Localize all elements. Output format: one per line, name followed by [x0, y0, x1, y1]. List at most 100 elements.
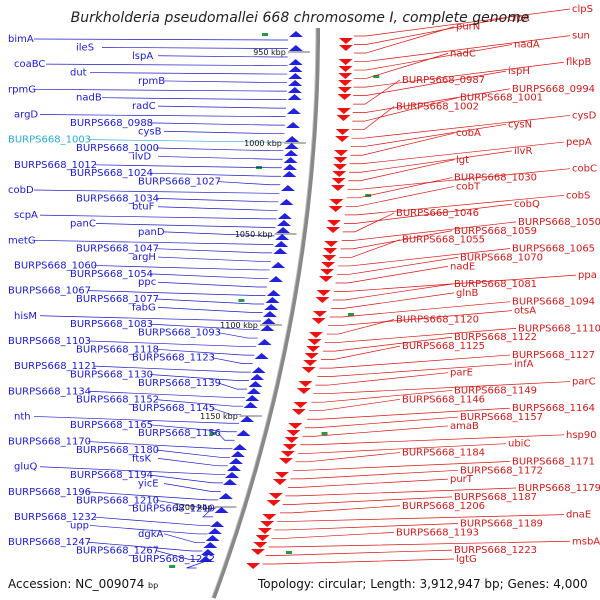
gene-label-BURPS668_1055[interactable]: BURPS668_1055 [402, 235, 485, 246]
gene-label-BURPS668_1179[interactable]: BURPS668_1179 [518, 483, 600, 494]
gene-label-cobD[interactable]: cobD [8, 185, 34, 196]
gene-label-BURPS668_1083[interactable]: BURPS668_1083 [70, 319, 153, 330]
gene-label-rpmG[interactable]: rpmG [8, 84, 36, 95]
gene-label-cobT[interactable]: cobT [456, 181, 481, 192]
gene-label-ispH[interactable]: ispH [508, 66, 530, 77]
gene-label-BURPS668_1067[interactable]: BURPS668_1067 [8, 286, 91, 297]
gene-label-BURPS668_1054[interactable]: BURPS668_1054 [70, 269, 153, 280]
gene-label-lgtG[interactable]: lgtG [456, 554, 477, 565]
gene-label-BURPS668_1247[interactable]: BURPS668_1247 [8, 537, 91, 548]
gene-label-BURPS668_1127[interactable]: BURPS668_1127 [512, 350, 595, 361]
gene-label-ubiC[interactable]: ubiC [508, 439, 530, 450]
gene-label-parE[interactable]: parE [450, 368, 473, 379]
gene-label-BURPS668_1024[interactable]: BURPS668_1024 [70, 168, 153, 179]
gene-label-ileS[interactable]: ileS [76, 42, 94, 53]
gene-label-nth[interactable]: nth [14, 411, 31, 422]
gene-label-BURPS668_1193[interactable]: BURPS668_1193 [396, 527, 479, 538]
gene-label-BURPS668_1012[interactable]: BURPS668_1012 [14, 160, 97, 171]
gene-label-upp[interactable]: upp [70, 520, 89, 531]
gene-label-BURPS668_1123[interactable]: BURPS668_1123 [132, 353, 215, 364]
gene-label-BURPS668_1103[interactable]: BURPS668_1103 [8, 336, 91, 347]
gene-label-nadB[interactable]: nadB [76, 93, 102, 104]
gene-label-BURPS668_1125[interactable]: BURPS668_1125 [402, 341, 485, 352]
gene-label-BURPS668_1152[interactable]: BURPS668_1152 [76, 395, 159, 406]
gene-label-sun[interactable]: sun [572, 31, 590, 42]
gene-label-BURPS668_1027[interactable]: BURPS668_1027 [138, 177, 221, 188]
gene-label-otsA[interactable]: otsA [514, 306, 536, 317]
gene-label-BURPS668_1030[interactable]: BURPS668_1030 [454, 173, 537, 184]
gene-label-ppc[interactable]: ppc [138, 277, 156, 288]
gene-label-radC[interactable]: radC [132, 101, 156, 112]
gene-label-clpA[interactable]: clpA [508, 13, 530, 24]
gene-label-hisM[interactable]: hisM [14, 311, 37, 322]
gene-label-BURPS668_1122[interactable]: BURPS668_1122 [454, 332, 537, 343]
gene-label-scpA[interactable]: scpA [14, 210, 38, 221]
gene-label-BURPS668_1146[interactable]: BURPS668_1146 [402, 394, 485, 405]
gene-label-argD[interactable]: argD [14, 109, 38, 120]
gene-label-gluQ[interactable]: gluQ [14, 462, 37, 473]
gene-label-ilvR[interactable]: ilvR [514, 146, 532, 157]
gene-label-dnaE[interactable]: dnaE [566, 510, 591, 521]
gene-label-BURPS668_1210[interactable]: BURPS668_1210 [76, 495, 159, 506]
gene-label-cobS[interactable]: cobS [566, 190, 590, 201]
gene-label-amaB[interactable]: amaB [450, 421, 479, 432]
gene-label-ftsK[interactable]: ftsK [132, 453, 151, 464]
gene-label-nadC[interactable]: nadC [450, 48, 476, 59]
gene-label-BURPS668_1223[interactable]: BURPS668_1223 [454, 545, 537, 556]
gene-label-BURPS668_1059[interactable]: BURPS668_1059 [454, 226, 537, 237]
gene-label-flkpB[interactable]: flkpB [566, 57, 591, 68]
gene-label-BURPS668_0988[interactable]: BURPS668_0988 [70, 118, 153, 129]
gene-label-pepA[interactable]: pepA [566, 137, 592, 148]
gene-label-BURPS668_1180[interactable]: BURPS668_1180 [76, 445, 159, 456]
gene-label-BURPS668_1046[interactable]: BURPS668_1046 [396, 208, 479, 219]
gene-label-BURPS668_1118[interactable]: BURPS668_1118 [76, 344, 159, 355]
gene-label-ppa[interactable]: ppa [578, 270, 597, 281]
gene-label-rpmB[interactable]: rpmB [138, 76, 165, 87]
gene-label-cysN[interactable]: cysN [508, 119, 532, 130]
gene-label-BURPS668_1002[interactable]: BURPS668_1002 [396, 102, 479, 113]
gene-label-yicE[interactable]: yicE [138, 479, 159, 490]
gene-label-coaBC[interactable]: coaBC [14, 59, 45, 70]
gene-label-metG[interactable]: metG [8, 235, 36, 246]
gene-label-BURPS668_1120[interactable]: BURPS668_1120 [396, 314, 479, 325]
gene-label-cobC[interactable]: cobC [572, 164, 597, 175]
gene-label-clpS[interactable]: clpS [572, 4, 593, 15]
gene-label-BURPS668_1187[interactable]: BURPS668_1187 [454, 492, 537, 503]
gene-label-BURPS668_1172[interactable]: BURPS668_1172 [460, 465, 543, 476]
gene-label-panC[interactable]: panC [70, 219, 96, 230]
gene-label-purN[interactable]: purN [456, 22, 480, 33]
gene-label-lspA[interactable]: lspA [132, 51, 153, 62]
gene-label-cysD[interactable]: cysD [572, 110, 597, 121]
gene-label-BURPS668_1165[interactable]: BURPS668_1165 [70, 420, 153, 431]
gene-label-msbA[interactable]: msbA [572, 536, 600, 547]
gene-label-nadE[interactable]: nadE [450, 261, 475, 272]
gene-label-BURPS668_1157[interactable]: BURPS668_1157 [460, 412, 543, 423]
gene-label-BURPS668_1149[interactable]: BURPS668_1149 [454, 385, 537, 396]
gene-label-cysB[interactable]: cysB [138, 126, 162, 137]
gene-label-cobQ[interactable]: cobQ [514, 199, 540, 210]
gene-label-BURPS668_1081[interactable]: BURPS668_1081 [454, 279, 537, 290]
gene-label-BURPS668_1034[interactable]: BURPS668_1034 [76, 193, 159, 204]
gene-label-BURPS668_1047[interactable]: BURPS668_1047 [76, 244, 159, 255]
gene-label-BURPS668_1139[interactable]: BURPS668_1139 [138, 378, 221, 389]
gene-label-bimA[interactable]: bimA [8, 34, 34, 45]
gene-label-BURPS668_1272[interactable]: BURPS668_1272 [132, 554, 215, 565]
gene-label-argH[interactable]: argH [132, 252, 156, 263]
gene-label-BURPS668_1219[interactable]: BURPS668_1219 [132, 504, 215, 515]
gene-label-cobA[interactable]: cobA [456, 128, 481, 139]
gene-label-BURPS668_1093[interactable]: BURPS668_1093 [138, 328, 221, 339]
gene-label-panD[interactable]: panD [138, 227, 165, 238]
gene-label-glnB[interactable]: glnB [456, 288, 478, 299]
gene-label-BURPS668_1156[interactable]: BURPS668_1156 [138, 428, 221, 439]
gene-label-BURPS668_1077[interactable]: BURPS668_1077 [76, 294, 159, 305]
gene-label-BURPS668_1001[interactable]: BURPS668_1001 [460, 93, 543, 104]
gene-label-dut[interactable]: dut [70, 68, 87, 79]
gene-label-BURPS668_1171[interactable]: BURPS668_1171 [512, 456, 595, 467]
gene-label-BURPS668_1194[interactable]: BURPS668_1194 [70, 470, 153, 481]
gene-label-BURPS668_1206[interactable]: BURPS668_1206 [402, 501, 485, 512]
gene-label-BURPS668_1003[interactable]: BURPS668_1003 [8, 135, 91, 146]
gene-label-BURPS668_1065[interactable]: BURPS668_1065 [512, 244, 595, 255]
gene-label-lgt[interactable]: lgt [456, 155, 469, 166]
gene-label-BURPS668_1184[interactable]: BURPS668_1184 [402, 448, 485, 459]
gene-label-BURPS668_1145[interactable]: BURPS668_1145 [132, 403, 215, 414]
